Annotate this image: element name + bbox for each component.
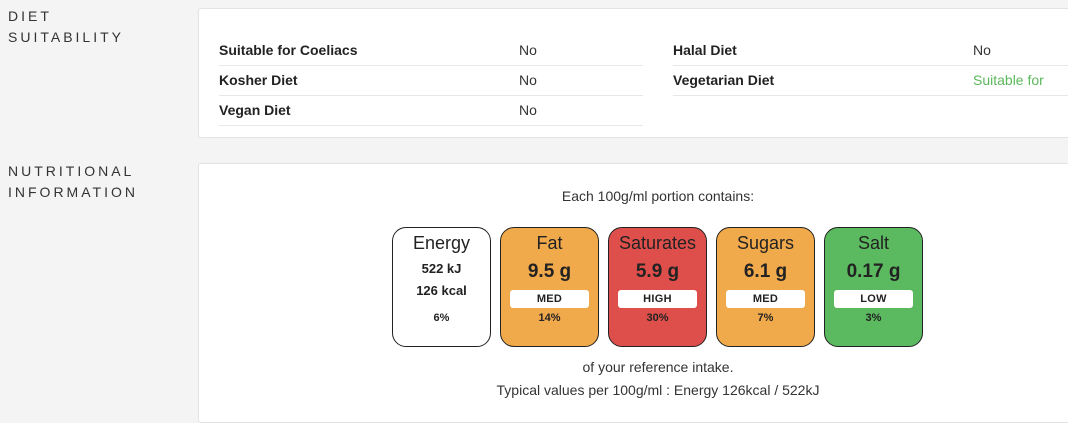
tile-percent: 6% (433, 312, 450, 324)
diet-name: Vegetarian Diet (673, 72, 775, 88)
salt-tile: Salt 0.17 g LOW 3% (824, 227, 923, 347)
diet-row-halal: Halal Diet No (673, 36, 1068, 66)
diet-name: Suitable for Coeliacs (219, 42, 358, 58)
tile-percent: 14% (538, 312, 561, 324)
tile-value: 0.17 g (846, 261, 901, 282)
diet-value: No (519, 42, 537, 58)
nutrition-header: Each 100g/ml portion contains: (561, 188, 755, 204)
energy-tile: Energy 522 kJ 126 kcal 6% (392, 227, 491, 347)
tile-level-badge: LOW (834, 290, 913, 308)
tile-name: Salt (857, 233, 890, 253)
fat-tile: Fat 9.5 g MED 14% (500, 227, 599, 347)
tile-percent: 30% (646, 312, 669, 324)
tile-percent: 3% (865, 312, 882, 324)
diet-left-column: Suitable for Coeliacs No Kosher Diet No … (219, 36, 643, 126)
nutrition-card: Each 100g/ml portion contains: Energy 52… (198, 163, 1068, 423)
diet-name: Kosher Diet (219, 72, 298, 88)
tile-value: 6.1 g (743, 261, 788, 282)
diet-value: Suitable for (973, 72, 1044, 88)
typical-values-text: Typical values per 100g/ml : Energy 126k… (496, 382, 820, 398)
tile-value: 9.5 g (527, 261, 572, 282)
tile-name: Fat (536, 233, 563, 253)
energy-kj: 522 kJ (421, 261, 462, 276)
diet-value: No (973, 42, 991, 58)
diet-right-column: Halal Diet No Vegetarian Diet Suitable f… (673, 36, 1068, 96)
diet-value: No (519, 72, 537, 88)
diet-label-line-1: DIET (8, 8, 52, 24)
diet-row-kosher: Kosher Diet No (219, 66, 643, 96)
diet-row-coeliacs: Suitable for Coeliacs No (219, 36, 643, 66)
tile-level-badge: MED (510, 290, 589, 308)
energy-kcal: 126 kcal (416, 283, 467, 298)
tile-value: 5.9 g (635, 261, 680, 282)
nutrition-label-line-1: NUTRITIONAL (8, 163, 135, 179)
tile-level-badge: MED (726, 290, 805, 308)
diet-value: No (519, 102, 537, 118)
diet-name: Halal Diet (673, 42, 737, 58)
sugars-tile: Sugars 6.1 g MED 7% (716, 227, 815, 347)
reference-intake-text: of your reference intake. (582, 359, 734, 375)
nutrition-section-label: NUTRITIONAL INFORMATION (8, 161, 138, 203)
tile-level-badge: HIGH (618, 290, 697, 308)
tile-name: Sugars (736, 233, 795, 253)
diet-row-vegetarian: Vegetarian Diet Suitable for (673, 66, 1068, 96)
diet-suitability-card: Suitable for Coeliacs No Kosher Diet No … (198, 8, 1068, 138)
diet-name: Vegan Diet (219, 102, 291, 118)
tile-percent: 7% (757, 312, 774, 324)
diet-row-vegan: Vegan Diet No (219, 96, 643, 126)
diet-section-label: DIET SUITABILITY (8, 6, 124, 48)
nutrition-label-line-2: INFORMATION (8, 184, 138, 200)
diet-label-line-2: SUITABILITY (8, 29, 124, 45)
tile-name: Energy (412, 233, 471, 253)
tile-name: Saturates (618, 233, 697, 253)
saturates-tile: Saturates 5.9 g HIGH 30% (608, 227, 707, 347)
